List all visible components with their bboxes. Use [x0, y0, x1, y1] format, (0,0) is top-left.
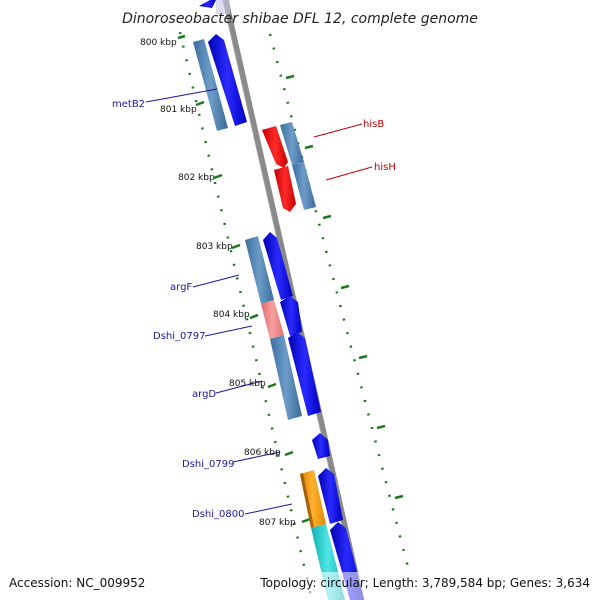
gene-argF[interactable]: [245, 236, 274, 304]
scale-label-803: 803 kbp: [196, 242, 233, 252]
gene-hisB[interactable]: [280, 122, 304, 165]
gene-label-hisB[interactable]: hisB: [363, 119, 384, 130]
top-partial-cds[interactable]: [199, 0, 216, 8]
gene-Dshi_0797[interactable]: [261, 300, 284, 339]
gene-Dshi_0800[interactable]: [300, 470, 326, 528]
cds-hisH[interactable]: [274, 166, 296, 212]
footer-summary: Topology: circular; Length: 3,789,584 bp…: [259, 576, 590, 590]
forward-label-leaders: [145, 88, 293, 515]
gene-label-Dshi_0797[interactable]: Dshi_0797: [153, 331, 205, 342]
footer-accession: Accession: NC_009952: [9, 576, 145, 590]
gene-argD[interactable]: [270, 335, 302, 420]
scale-label-801: 801 kbp: [160, 105, 197, 115]
cds-Dshi_0797[interactable]: [280, 296, 302, 336]
cds-hisB[interactable]: [262, 126, 288, 168]
gene-label-Dshi_0799[interactable]: Dshi_0799: [182, 459, 234, 470]
cds-metB2[interactable]: [208, 34, 247, 126]
cds-Dshi_0799[interactable]: [312, 433, 330, 459]
cds-argD[interactable]: [288, 332, 321, 416]
gene-metB2[interactable]: [193, 39, 228, 131]
gene-label-Dshi_0800[interactable]: Dshi_0800: [192, 509, 244, 520]
scale-label-807: 807 kbp: [259, 518, 296, 528]
map-title: Dinoroseobacter shibae DFL 12, complete …: [122, 11, 478, 27]
scale-label-805: 805 kbp: [229, 379, 266, 389]
scale-label-800: 800 kbp: [140, 38, 177, 48]
reverse-label-leaders: [313, 123, 373, 181]
gene-label-argD[interactable]: argD: [192, 389, 216, 400]
scale-label-804: 804 kbp: [213, 310, 250, 320]
cds-argF[interactable]: [263, 232, 293, 300]
gene-label-metB2[interactable]: metB2: [112, 99, 145, 110]
scale-label-802: 802 kbp: [178, 173, 215, 183]
scale-label-806: 806 kbp: [244, 448, 281, 458]
gene-hisH[interactable]: [292, 162, 316, 210]
major-ticks: [177, 34, 404, 524]
gene-label-argF[interactable]: argF: [170, 282, 192, 293]
cds-Dshi_0800[interactable]: [318, 468, 343, 524]
gene-label-hisH[interactable]: hisH: [374, 162, 396, 173]
